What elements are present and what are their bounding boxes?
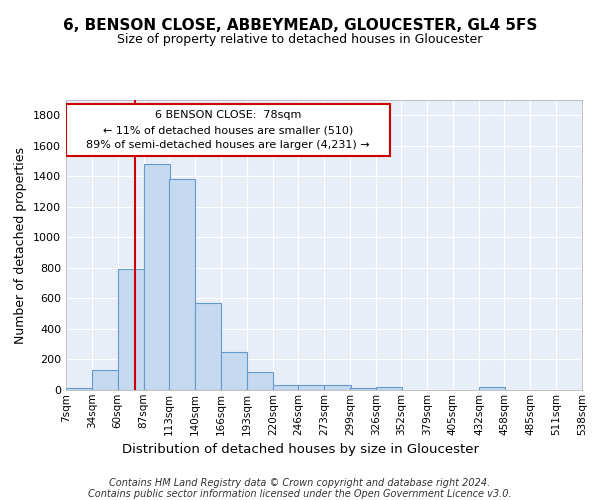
Text: Size of property relative to detached houses in Gloucester: Size of property relative to detached ho… — [118, 32, 482, 46]
FancyBboxPatch shape — [66, 104, 389, 156]
Text: Distribution of detached houses by size in Gloucester: Distribution of detached houses by size … — [121, 442, 479, 456]
Bar — [325, 386, 351, 390]
Bar — [350, 388, 376, 390]
Y-axis label: Number of detached properties: Number of detached properties — [14, 146, 28, 344]
Text: Contains public sector information licensed under the Open Government Licence v3: Contains public sector information licen… — [88, 489, 512, 499]
Bar — [66, 388, 92, 390]
Bar — [169, 178, 195, 390]
Bar — [144, 164, 170, 390]
Bar — [298, 386, 325, 390]
Bar — [118, 268, 144, 390]
Text: 6 BENSON CLOSE:  78sqm
← 11% of detached houses are smaller (510)
89% of semi-de: 6 BENSON CLOSE: 78sqm ← 11% of detached … — [86, 110, 370, 150]
Text: 6, BENSON CLOSE, ABBEYMEAD, GLOUCESTER, GL4 5FS: 6, BENSON CLOSE, ABBEYMEAD, GLOUCESTER, … — [63, 18, 537, 32]
Bar — [273, 384, 299, 390]
Bar — [92, 370, 118, 390]
Bar — [479, 387, 505, 390]
Text: Contains HM Land Registry data © Crown copyright and database right 2024.: Contains HM Land Registry data © Crown c… — [109, 478, 491, 488]
Bar — [376, 387, 402, 390]
Bar — [195, 303, 221, 390]
Bar — [247, 372, 273, 390]
Bar — [221, 352, 247, 390]
